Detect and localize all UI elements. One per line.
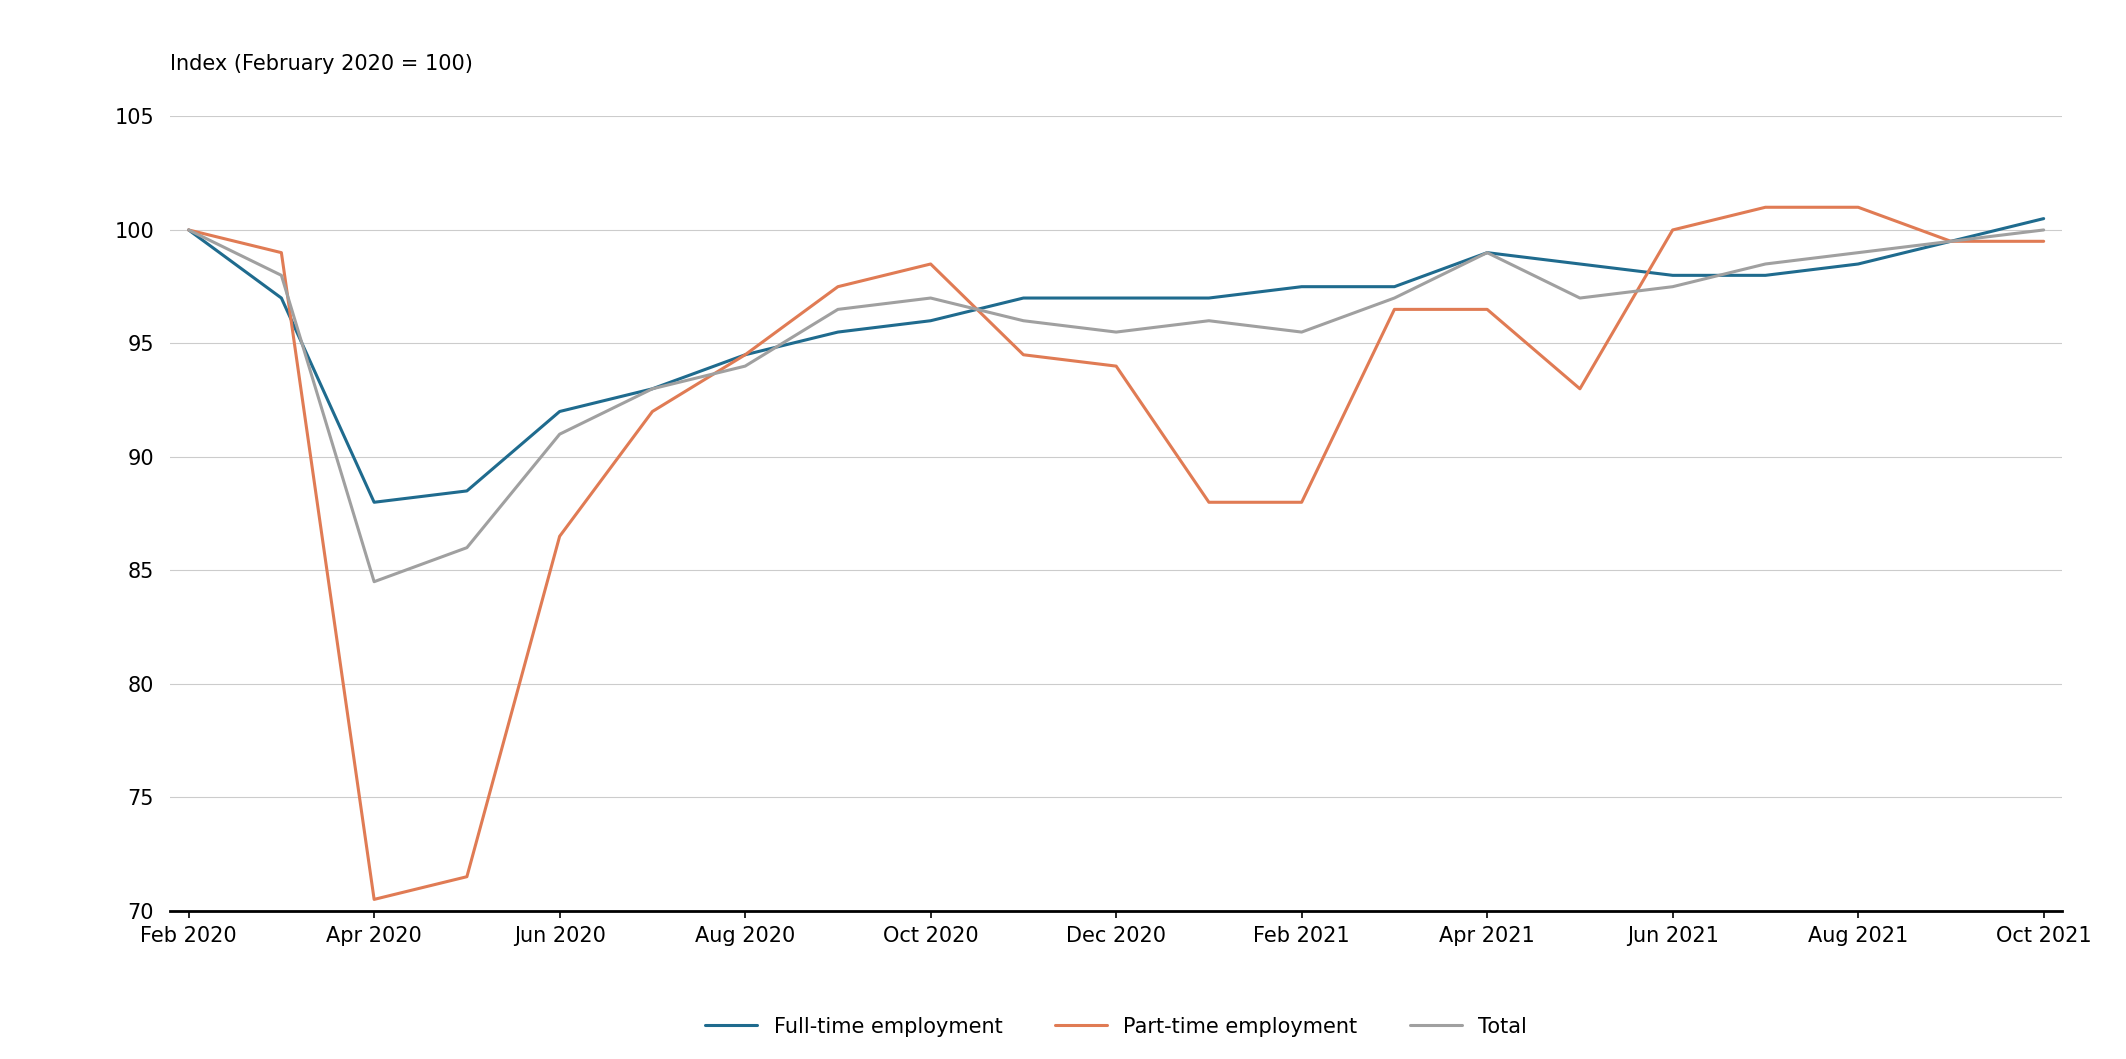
Total — [1660, 281, 1686, 293]
Full-time employment — [1197, 291, 1222, 304]
Full-time employment — [1382, 281, 1407, 293]
Total — [2030, 223, 2056, 236]
Full-time employment — [268, 291, 293, 304]
Part-time employment — [176, 223, 202, 236]
Total — [1103, 326, 1129, 339]
Part-time employment — [1010, 348, 1035, 361]
Line: Total: Total — [189, 230, 2043, 581]
Total — [1382, 291, 1407, 304]
Total — [825, 303, 850, 316]
Part-time employment — [918, 257, 944, 270]
Part-time employment — [268, 247, 293, 259]
Total — [1010, 315, 1035, 327]
Part-time employment — [361, 893, 387, 905]
Full-time employment — [731, 348, 757, 361]
Full-time employment — [2030, 212, 2056, 225]
Total — [1939, 235, 1964, 248]
Total — [361, 575, 387, 588]
Part-time employment — [1382, 303, 1407, 316]
Line: Part-time employment: Part-time employment — [189, 208, 2043, 899]
Full-time employment — [1660, 269, 1686, 282]
Part-time employment — [2030, 235, 2056, 248]
Full-time employment — [176, 223, 202, 236]
Full-time employment — [1475, 247, 1501, 259]
Total — [1752, 257, 1777, 270]
Total — [176, 223, 202, 236]
Full-time employment — [1103, 291, 1129, 304]
Total — [1197, 315, 1222, 327]
Part-time employment — [1660, 223, 1686, 236]
Full-time employment — [1845, 257, 1871, 270]
Part-time employment — [1197, 496, 1222, 508]
Full-time employment — [361, 496, 387, 508]
Full-time employment — [825, 326, 850, 339]
Total — [455, 541, 480, 554]
Part-time employment — [1845, 201, 1871, 214]
Total — [1288, 326, 1314, 339]
Total — [731, 360, 757, 373]
Part-time employment — [1939, 235, 1964, 248]
Total — [640, 382, 665, 395]
Total — [1845, 247, 1871, 259]
Text: Index (February 2020 = 100): Index (February 2020 = 100) — [170, 54, 472, 74]
Full-time employment — [546, 406, 572, 418]
Part-time employment — [825, 281, 850, 293]
Legend: Full-time employment, Part-time employment, Total: Full-time employment, Part-time employme… — [697, 1008, 1535, 1045]
Total — [268, 269, 293, 282]
Part-time employment — [1752, 201, 1777, 214]
Line: Full-time employment: Full-time employment — [189, 218, 2043, 502]
Full-time employment — [640, 382, 665, 395]
Full-time employment — [1939, 235, 1964, 248]
Total — [546, 428, 572, 441]
Full-time employment — [1010, 291, 1035, 304]
Total — [1567, 291, 1592, 304]
Full-time employment — [1752, 269, 1777, 282]
Part-time employment — [731, 348, 757, 361]
Total — [918, 291, 944, 304]
Part-time employment — [640, 406, 665, 418]
Full-time employment — [455, 485, 480, 498]
Full-time employment — [918, 315, 944, 327]
Part-time employment — [1288, 496, 1314, 508]
Part-time employment — [1567, 382, 1592, 395]
Part-time employment — [1103, 360, 1129, 373]
Total — [1475, 247, 1501, 259]
Part-time employment — [1475, 303, 1501, 316]
Part-time employment — [455, 870, 480, 883]
Part-time employment — [546, 530, 572, 542]
Full-time employment — [1567, 257, 1592, 270]
Full-time employment — [1288, 281, 1314, 293]
